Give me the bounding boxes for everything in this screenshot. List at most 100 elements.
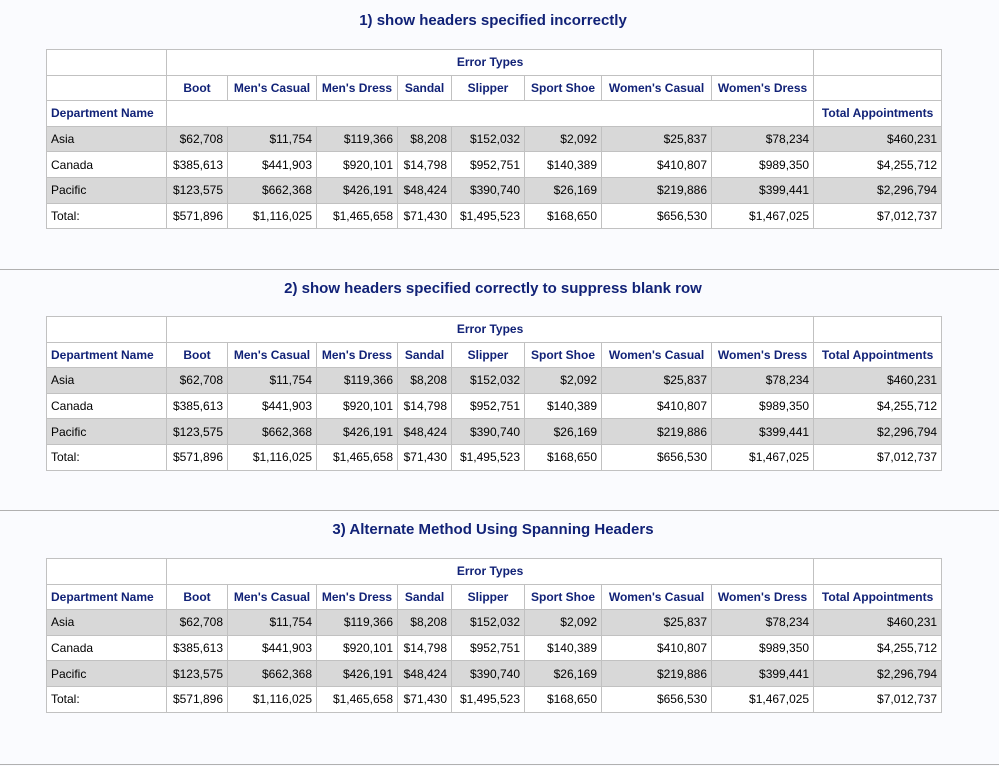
header-row: Department Name Boot Men's Casual Men's Dre… [46, 583, 943, 611]
data-row: Pacific $123,575 $662,368 $426,191 $48,424 $3… [46, 176, 943, 204]
data-row: Canada $385,613 $441,903 $920,101 $14,798 $95… [46, 392, 943, 420]
cell-value: $62,708 [166, 125, 228, 153]
blank-cell [813, 316, 943, 343]
cell-value: $385,613 [166, 392, 228, 420]
section-title: 3) Alternate Method Using Spanning Heade… [332, 521, 654, 538]
header-row: Error Types [46, 316, 943, 343]
cell-value: $219,886 [601, 176, 712, 204]
data-row: Pacific $123,575 $662,368 $426,191 $48,424 $3… [46, 660, 943, 687]
cell-value: $152,032 [451, 609, 525, 636]
data-row: Asia $62,708 $11,754 $119,366 $8,208 $152,032… [46, 367, 943, 394]
cell-value: $2,092 [524, 609, 602, 636]
cell-value: $4,255,712 [813, 392, 943, 420]
cell-value: $989,350 [710, 392, 815, 420]
blank-cell [165, 100, 815, 127]
data-row: Asia $62,708 $11,754 $119,366 $8,208 $152,032… [46, 609, 943, 636]
row-label: Asia [46, 367, 167, 394]
cell-value: $460,231 [813, 125, 943, 153]
cell-value: $441,903 [227, 392, 317, 420]
header-row: Department Name Total Appointments [46, 100, 943, 127]
report-table: Error Types Department Name Boot Men's Casu… [46, 558, 943, 713]
cell-value: $78,234 [710, 367, 815, 394]
cell-value: $656,530 [601, 202, 712, 230]
cell-value: $662,368 [227, 418, 317, 445]
cell-value: $399,441 [710, 418, 815, 445]
cell-value: $656,530 [601, 443, 712, 471]
cell-value: $1,467,025 [710, 202, 815, 230]
cell-value: $1,465,658 [316, 202, 398, 230]
cell-value: $1,495,523 [451, 685, 525, 713]
cell-value: $1,116,025 [227, 443, 317, 471]
separator [0, 269, 999, 270]
column-header: Women's Dress [710, 583, 815, 611]
column-header: Boot [166, 341, 228, 369]
column-header: Slipper [451, 341, 525, 369]
cell-value: $62,708 [166, 367, 228, 394]
column-header: Slipper [451, 74, 525, 102]
cell-value: $399,441 [710, 660, 815, 687]
column-header: Men's Dress [316, 341, 398, 369]
blank-cell [46, 49, 167, 76]
column-header: Men's Dress [316, 74, 398, 102]
cell-value: $662,368 [227, 660, 317, 687]
cell-value: $8,208 [397, 367, 452, 394]
cell-value: $71,430 [397, 202, 452, 230]
cell-value: $2,092 [524, 125, 602, 153]
cell-value: $11,754 [227, 125, 317, 153]
column-header: Sandal [397, 583, 452, 611]
cell-value: $385,613 [166, 151, 228, 178]
cell-value: $48,424 [397, 660, 452, 687]
row-label: Asia [46, 609, 167, 636]
cell-value: $25,837 [601, 125, 712, 153]
row-header: Department Name [46, 583, 167, 611]
cell-value: $168,650 [524, 443, 602, 471]
cell-value: $168,650 [524, 202, 602, 230]
cell-value: $219,886 [601, 660, 712, 687]
row-label: Asia [46, 125, 167, 153]
cell-value: $4,255,712 [813, 634, 943, 662]
column-header: Total Appointments [813, 583, 943, 611]
blank-cell [46, 558, 167, 585]
blank-cell [813, 49, 943, 76]
cell-value: $2,092 [524, 367, 602, 394]
cell-value: $25,837 [601, 609, 712, 636]
data-row: Total: $571,896 $1,116,025 $1,465,658 $71,43… [46, 685, 943, 713]
cell-value: $390,740 [451, 176, 525, 204]
cell-value: $26,169 [524, 660, 602, 687]
cell-value: $140,389 [524, 151, 602, 178]
blank-cell [46, 316, 167, 343]
column-header: Women's Casual [601, 74, 712, 102]
cell-value: $11,754 [227, 609, 317, 636]
spanning-header: Error Types [165, 558, 815, 585]
column-header: Sport Shoe [524, 583, 602, 611]
cell-value: $71,430 [397, 685, 452, 713]
cell-value: $385,613 [166, 634, 228, 662]
column-header: Sandal [397, 74, 452, 102]
separator [0, 764, 999, 765]
cell-value: $71,430 [397, 443, 452, 471]
separator [0, 510, 999, 511]
cell-value: $26,169 [524, 176, 602, 204]
cell-value: $152,032 [451, 367, 525, 394]
data-row: Pacific $123,575 $662,368 $426,191 $48,424 $3… [46, 418, 943, 445]
cell-value: $426,191 [316, 176, 398, 204]
cell-value: $952,751 [451, 634, 525, 662]
row-label: Pacific [46, 418, 167, 445]
cell-value: $119,366 [316, 125, 398, 153]
data-row: Asia $62,708 $11,754 $119,366 $8,208 $152,032… [46, 125, 943, 153]
cell-value: $78,234 [710, 125, 815, 153]
header-row: Error Types [46, 558, 943, 585]
cell-value: $410,807 [601, 151, 712, 178]
section-title: 1) show headers specified incorrectly [359, 12, 627, 29]
cell-value: $1,465,658 [316, 685, 398, 713]
cell-value: $410,807 [601, 392, 712, 420]
cell-value: $571,896 [166, 685, 228, 713]
cell-value: $48,424 [397, 418, 452, 445]
cell-value: $8,208 [397, 125, 452, 153]
column-header: Boot [166, 583, 228, 611]
column-header: Men's Dress [316, 583, 398, 611]
cell-value: $952,751 [451, 151, 525, 178]
header-row: Error Types [46, 49, 943, 76]
header-row: Department Name Boot Men's Casual Men's Dre… [46, 341, 943, 369]
row-label: Pacific [46, 660, 167, 687]
